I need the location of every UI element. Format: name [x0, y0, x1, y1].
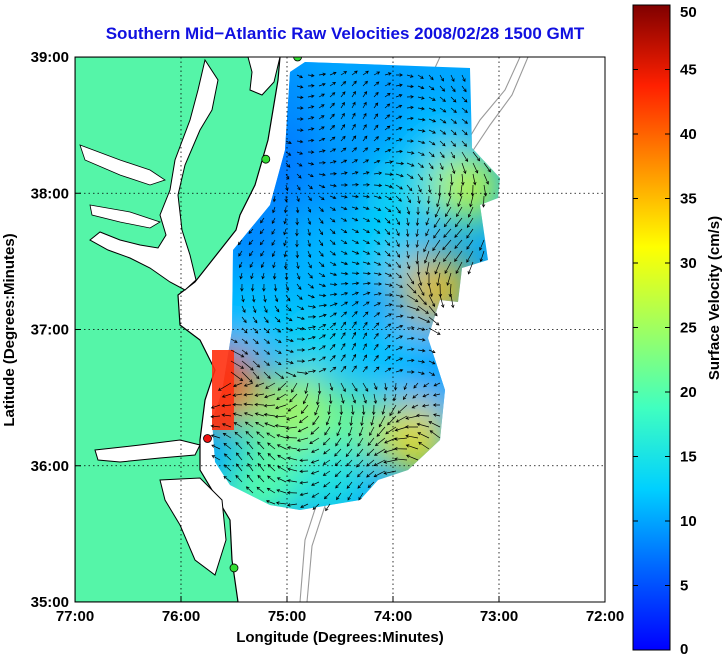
y-tick-label: 38:00: [31, 185, 69, 202]
colorbar: [633, 5, 670, 650]
x-tick-label: 73:00: [480, 608, 518, 625]
colorbar-tick-label: 0: [680, 641, 688, 658]
velocity-cell: [281, 223, 357, 299]
chart-title: Southern Mid−Atlantic Raw Velocities 200…: [106, 24, 585, 43]
colorbar-tick-label: 5: [680, 578, 688, 595]
radar-station-marker: [204, 435, 212, 443]
y-tick-label: 36:00: [31, 458, 69, 475]
colorbar-tick-label: 10: [680, 513, 697, 530]
y-axis-label: Latitude (Degrees:Minutes): [1, 233, 18, 426]
colorbar-label: Surface Velocity (cm/s): [706, 216, 723, 380]
nearshore-high-speed-strip: [212, 350, 234, 430]
colorbar-tick-label: 15: [680, 449, 697, 466]
y-axis: 35:00 36:00 37:00 38:00 39:00: [31, 49, 81, 611]
velocity-cell: [281, 305, 357, 381]
y-tick-label: 35:00: [31, 594, 69, 611]
x-tick-label: 75:00: [268, 608, 306, 625]
y-tick-label: 37:00: [31, 322, 69, 339]
colorbar-tick-label: 40: [680, 126, 697, 143]
x-tick-label: 76:00: [162, 608, 200, 625]
velocity-cell: [302, 142, 378, 218]
x-tick-label: 72:00: [586, 608, 624, 625]
colorbar-tick-label: 25: [680, 320, 697, 337]
radar-station-marker: [230, 564, 238, 572]
colorbar-tick-label: 50: [680, 4, 697, 21]
colorbar-tick-label: 45: [680, 62, 697, 79]
colorbar-tick-label: 20: [680, 384, 697, 401]
velocity-map-figure: Southern Mid−Atlantic Raw Velocities 200…: [0, 0, 724, 659]
colorbar-tick-label: 30: [680, 255, 697, 272]
colorbar-tick-label: 35: [680, 191, 697, 208]
y-tick-label: 39:00: [31, 49, 69, 66]
radar-station-marker: [262, 155, 270, 163]
x-axis-label: Longitude (Degrees:Minutes): [236, 629, 444, 646]
x-tick-label: 74:00: [374, 608, 412, 625]
